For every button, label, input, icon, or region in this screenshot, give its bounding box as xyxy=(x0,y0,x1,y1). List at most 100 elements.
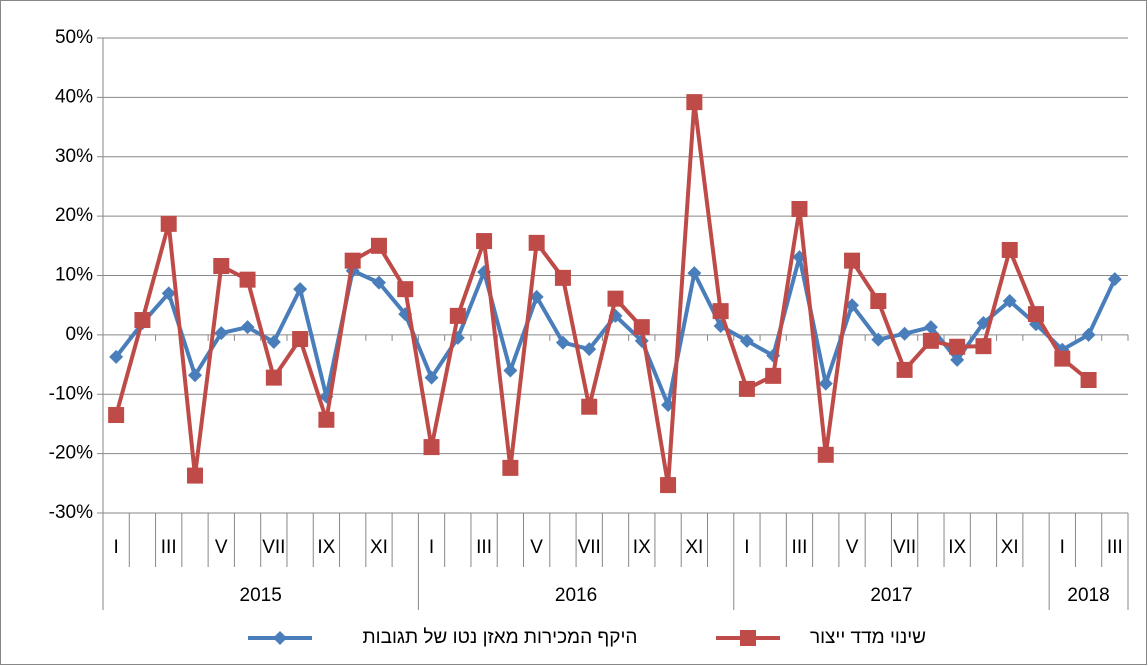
x-tick-label: III xyxy=(161,537,177,558)
point xyxy=(897,326,912,341)
x-tick-label: I xyxy=(429,537,434,558)
point xyxy=(293,282,308,297)
x-tick-label: I xyxy=(1060,537,1065,558)
point xyxy=(423,439,440,456)
point xyxy=(318,411,335,428)
point xyxy=(239,271,256,288)
point xyxy=(476,233,493,250)
point xyxy=(371,275,386,290)
x-tick-label: V xyxy=(215,537,228,558)
x-tick-label: V xyxy=(846,537,859,558)
point xyxy=(370,237,387,254)
point xyxy=(740,630,756,646)
y-tick-label: 30% xyxy=(55,146,93,167)
point xyxy=(817,446,834,463)
point xyxy=(975,338,992,355)
year-label: 2017 xyxy=(870,585,912,606)
point xyxy=(214,326,229,341)
y-tick-label: -10% xyxy=(49,383,93,404)
point xyxy=(555,335,570,350)
point xyxy=(109,349,124,364)
point xyxy=(161,286,176,301)
x-tick-label: I xyxy=(114,537,119,558)
point xyxy=(896,361,913,378)
point xyxy=(949,338,966,355)
point xyxy=(870,293,887,310)
y-tick-label: 40% xyxy=(55,86,93,107)
x-tick-label: III xyxy=(1107,537,1123,558)
point xyxy=(1107,272,1122,287)
y-tick-label: 10% xyxy=(55,265,93,286)
point xyxy=(581,398,598,415)
point xyxy=(344,252,361,269)
point xyxy=(923,320,938,335)
y-tick-label: 20% xyxy=(55,205,93,226)
point xyxy=(134,312,151,329)
point xyxy=(1002,294,1017,309)
point xyxy=(108,407,125,424)
y-tick-label: 50% xyxy=(55,27,93,48)
point xyxy=(187,368,202,383)
point xyxy=(633,319,650,336)
point xyxy=(186,467,203,484)
point xyxy=(871,332,886,347)
point xyxy=(844,252,861,269)
point xyxy=(397,281,414,298)
point xyxy=(686,94,703,111)
point xyxy=(502,459,519,476)
x-tick-label: XI xyxy=(370,537,388,558)
point xyxy=(687,266,702,281)
point xyxy=(292,331,309,348)
point xyxy=(273,631,287,645)
point xyxy=(739,333,754,348)
x-tick-label: V xyxy=(530,537,543,558)
point xyxy=(503,363,518,378)
x-tick-label: III xyxy=(476,537,492,558)
point xyxy=(845,298,860,313)
x-tick-label: IX xyxy=(317,537,335,558)
x-tick-label: XI xyxy=(1001,537,1019,558)
year-label: 2015 xyxy=(240,585,282,606)
y-tick-label: -30% xyxy=(49,502,93,523)
y-tick-label: 0% xyxy=(66,324,94,345)
x-tick-label: XI xyxy=(685,537,703,558)
point xyxy=(1001,241,1018,258)
legend-label: שינוי מדד ייצור xyxy=(810,627,926,648)
x-tick-label: VII xyxy=(893,537,916,558)
x-tick-label: IX xyxy=(948,537,966,558)
x-tick-label: VII xyxy=(262,537,285,558)
year-label: 2016 xyxy=(555,585,597,606)
point xyxy=(765,367,782,384)
point xyxy=(738,380,755,397)
x-tick-label: VII xyxy=(578,537,601,558)
point xyxy=(582,342,597,357)
point xyxy=(554,269,571,286)
point xyxy=(818,376,833,391)
point xyxy=(529,289,544,304)
point xyxy=(1080,372,1097,388)
point xyxy=(449,307,466,324)
year-label: 2018 xyxy=(1067,585,1109,606)
x-tick-label: III xyxy=(792,537,808,558)
point xyxy=(1054,350,1071,367)
point xyxy=(712,303,729,320)
point xyxy=(950,352,965,367)
x-tick-label: IX xyxy=(633,537,651,558)
point xyxy=(660,477,677,494)
point xyxy=(1081,327,1096,342)
point xyxy=(607,290,624,307)
point xyxy=(922,332,939,349)
point xyxy=(528,234,545,251)
point xyxy=(265,369,282,386)
point xyxy=(160,215,177,232)
point xyxy=(1028,306,1045,323)
point xyxy=(266,335,281,349)
point xyxy=(240,320,255,335)
point xyxy=(424,370,439,385)
legend-label: היקף המכירות מאזן נטו של תגובות xyxy=(363,627,638,648)
point xyxy=(213,258,230,274)
y-tick-label: -20% xyxy=(49,443,93,464)
point xyxy=(791,201,808,217)
